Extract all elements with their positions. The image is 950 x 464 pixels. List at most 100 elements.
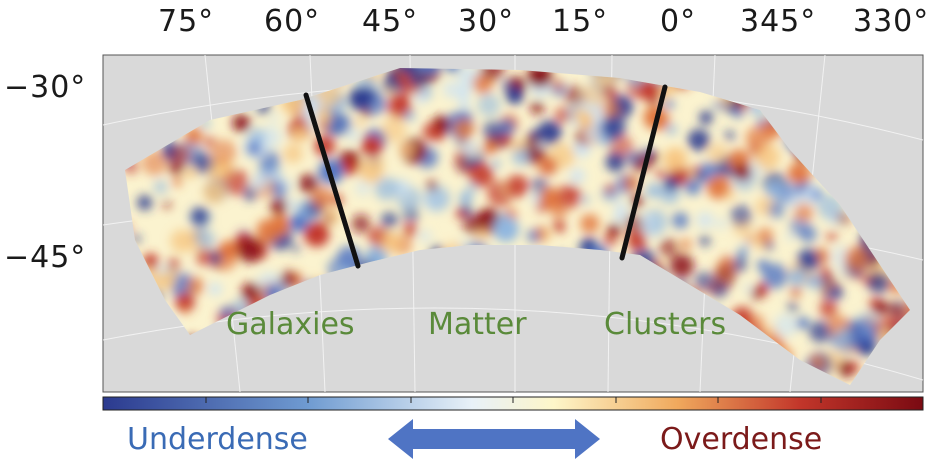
density-blob: [422, 123, 441, 141]
density-blob: [351, 214, 371, 234]
density-blob: [256, 218, 281, 243]
density-blob: [724, 130, 736, 141]
density-blob: [279, 270, 297, 288]
density-blob: [580, 214, 600, 234]
density-blob: [655, 168, 665, 179]
density-blob: [750, 287, 763, 301]
density-blob: [669, 253, 694, 278]
density-blob: [638, 79, 661, 102]
density-blob: [662, 175, 680, 192]
density-blob: [679, 238, 692, 251]
density-blob: [663, 147, 688, 171]
density-blob: [849, 362, 860, 372]
density-blob: [417, 68, 442, 75]
density-blob: [535, 201, 548, 213]
density-blob: [730, 204, 752, 227]
density-blob: [796, 317, 809, 330]
density-blob: [608, 223, 621, 237]
density-blob: [358, 86, 377, 105]
density-blob: [184, 167, 197, 180]
density-blob: [684, 178, 702, 195]
density-blob: [583, 125, 600, 143]
density-blob: [179, 305, 190, 315]
density-blob: [836, 211, 850, 226]
density-blob: [208, 282, 222, 296]
density-blob: [740, 243, 750, 253]
density-blob: [723, 255, 732, 264]
density-blob: [850, 319, 876, 346]
density-blob: [291, 244, 301, 253]
density-blob: [744, 283, 754, 293]
density-blob: [530, 101, 544, 115]
density-blob: [790, 286, 802, 297]
galaxies-matter-boundary: [303, 92, 361, 269]
density-blob: [799, 225, 817, 243]
density-blob: [190, 207, 209, 226]
density-blob: [524, 148, 541, 165]
density-blob: [374, 177, 399, 201]
density-blob: [786, 232, 795, 241]
density-blob: [259, 126, 282, 149]
density-blob: [316, 107, 332, 124]
density-blob: [211, 139, 237, 165]
region-label-matter: Matter: [428, 307, 527, 342]
density-blob: [605, 152, 625, 172]
density-blob: [360, 107, 372, 118]
density-blob: [341, 158, 359, 176]
density-blob: [223, 169, 250, 196]
density-blob: [237, 237, 263, 263]
density-blob: [391, 93, 411, 113]
density-blob: [551, 79, 563, 90]
density-blob: [380, 231, 404, 255]
density-blob: [826, 230, 838, 243]
density-blob: [246, 140, 262, 156]
density-blob: [659, 238, 678, 257]
density-blob: [672, 212, 689, 229]
density-blob: [554, 106, 571, 124]
density-blob: [454, 136, 465, 147]
density-blob: [553, 220, 566, 233]
density-blob: [556, 183, 582, 209]
density-blob: [757, 227, 774, 244]
density-blob: [699, 235, 711, 247]
density-blob: [358, 157, 384, 183]
density-blob: [292, 127, 307, 142]
density-blob: [244, 188, 257, 201]
density-blob: [582, 84, 606, 107]
density-blob: [526, 229, 540, 243]
density-blob: [564, 85, 586, 106]
density-blob: [646, 183, 662, 199]
density-blob: [330, 113, 352, 136]
density-blob: [355, 117, 365, 128]
density-blob: [687, 129, 710, 151]
ra-tick-label: 60°: [264, 4, 321, 39]
density-blob: [196, 247, 214, 266]
density-blob: [888, 301, 904, 317]
density-blob: [699, 111, 713, 125]
density-blob: [844, 246, 870, 272]
density-blob: [706, 283, 717, 294]
density-blob: [483, 140, 497, 155]
ra-tick-label: 45°: [362, 4, 419, 39]
density-blob: [381, 117, 407, 143]
density-blob: [605, 184, 616, 195]
density-blob: [380, 211, 398, 229]
density-blob: [252, 174, 268, 190]
density-blob: [283, 143, 303, 164]
density-blob: [569, 167, 586, 184]
ra-tick-label: 0°: [660, 4, 697, 39]
density-blob: [384, 84, 396, 96]
density-blob: [186, 277, 205, 296]
density-blob: [168, 257, 180, 270]
density-blob: [617, 205, 628, 215]
density-blob: [819, 267, 833, 281]
density-blob: [835, 333, 856, 354]
density-blob: [202, 135, 216, 149]
density-blob: [666, 124, 677, 135]
density-blob: [394, 179, 411, 196]
density-blob: [696, 211, 714, 229]
density-blob: [157, 272, 176, 290]
density-blob: [664, 99, 674, 109]
density-blob: [765, 325, 777, 337]
